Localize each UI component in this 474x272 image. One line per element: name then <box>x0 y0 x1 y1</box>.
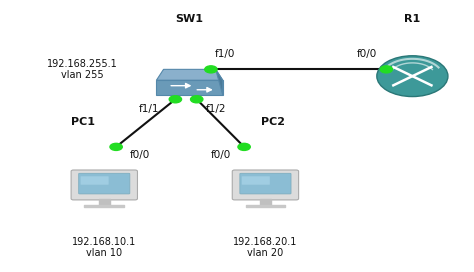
Text: SW1: SW1 <box>175 14 204 24</box>
FancyBboxPatch shape <box>242 176 270 185</box>
Text: f0/0: f0/0 <box>130 150 150 160</box>
Circle shape <box>205 66 217 73</box>
Text: R1: R1 <box>404 14 420 24</box>
Circle shape <box>110 143 122 150</box>
FancyBboxPatch shape <box>232 170 299 200</box>
Text: f0/0: f0/0 <box>357 50 377 59</box>
FancyBboxPatch shape <box>71 170 137 200</box>
Circle shape <box>380 66 392 73</box>
FancyBboxPatch shape <box>81 176 109 185</box>
FancyBboxPatch shape <box>79 173 130 194</box>
Polygon shape <box>216 69 223 95</box>
Text: 192.168.10.1
vlan 10: 192.168.10.1 vlan 10 <box>72 237 137 258</box>
Circle shape <box>377 56 448 97</box>
Circle shape <box>169 96 182 103</box>
Text: f1/1: f1/1 <box>139 104 160 114</box>
Text: 192.168.255.1
vlan 255: 192.168.255.1 vlan 255 <box>47 58 118 80</box>
Polygon shape <box>156 80 223 95</box>
Text: 192.168.20.1
vlan 20: 192.168.20.1 vlan 20 <box>233 237 298 258</box>
Text: PC2: PC2 <box>261 118 284 127</box>
Text: f1/0: f1/0 <box>215 50 235 59</box>
Text: f1/2: f1/2 <box>205 104 226 114</box>
Polygon shape <box>156 69 223 80</box>
Text: PC1: PC1 <box>71 118 95 127</box>
Text: f0/0: f0/0 <box>210 150 230 160</box>
FancyBboxPatch shape <box>240 173 291 194</box>
Circle shape <box>238 143 250 150</box>
Circle shape <box>191 96 203 103</box>
